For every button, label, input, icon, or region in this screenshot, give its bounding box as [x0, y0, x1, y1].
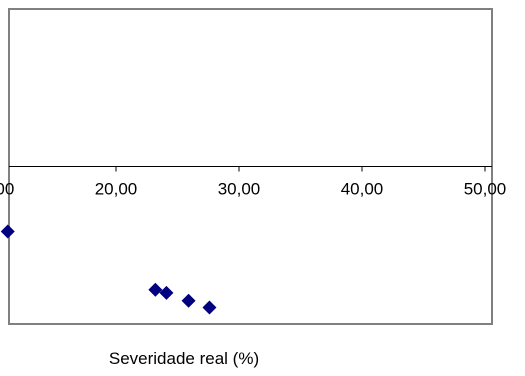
data-point-0-0 — [0, 224, 15, 239]
x-axis-tick-labels: 10,00 20,00 30,00 40,00 50,00 — [0, 180, 506, 199]
x-tick-label-1: 20,00 — [95, 180, 138, 199]
data-point-0-3 — [181, 293, 196, 308]
data-points — [0, 224, 217, 315]
data-point-0-1 — [148, 282, 163, 297]
x-axis-title: Severidade real (%) — [109, 349, 259, 368]
x-tick-label-0: 10,00 — [0, 180, 14, 199]
x-axis-ticks — [115, 166, 486, 172]
data-point-0-2 — [159, 285, 174, 300]
data-point-0-4 — [202, 300, 217, 315]
x-tick-label-2: 30,00 — [218, 180, 261, 199]
x-tick-label-4: 50,00 — [464, 180, 507, 199]
x-tick-label-3: 40,00 — [341, 180, 384, 199]
